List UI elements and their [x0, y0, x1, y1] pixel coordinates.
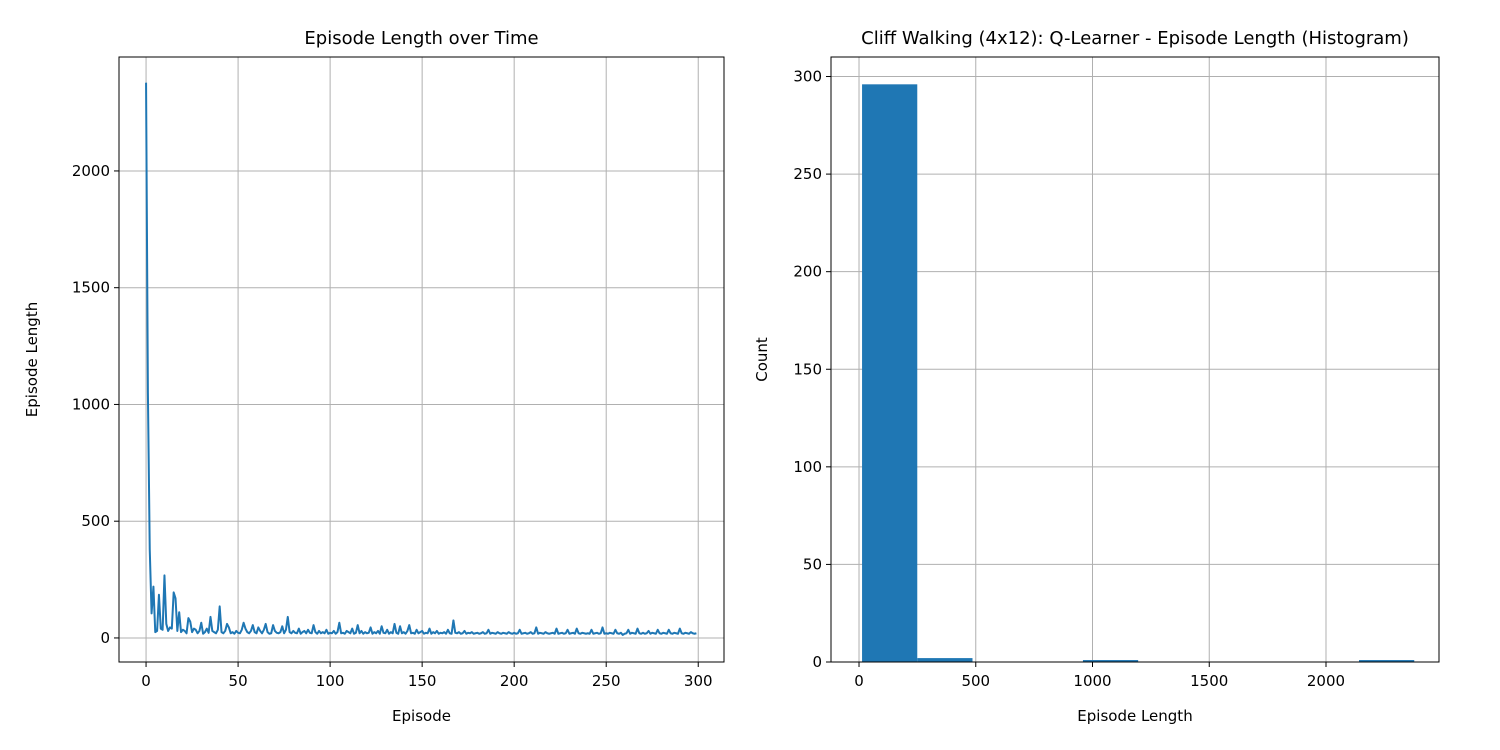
y-tick-label: 1500 [72, 279, 110, 297]
x-tick-label: 500 [961, 672, 990, 690]
y-tick-label: 0 [812, 653, 822, 671]
y-tick-label: 250 [793, 165, 822, 183]
y-tick-label: 2000 [72, 162, 110, 180]
x-tick-label: 150 [408, 672, 437, 690]
x-tick-label: 50 [229, 672, 248, 690]
line-series [145, 82, 697, 636]
axes-frame [118, 56, 725, 663]
chart-title: Cliff Walking (4x12): Q-Learner - Episod… [861, 28, 1409, 49]
x-tick-label: 250 [592, 672, 621, 690]
x-tick-label: 1500 [1190, 672, 1228, 690]
x-tick-label: 200 [500, 672, 529, 690]
histogram-bar [1082, 660, 1139, 662]
y-axis-label: Episode Length [23, 302, 41, 417]
histogram-bar [1359, 660, 1415, 662]
y-tick-label: 200 [793, 263, 822, 281]
subplot: 0 500 1000 1500 2000 0 50 100 150 200 250 300 Cliff … [753, 28, 1440, 725]
histogram-bar [917, 658, 973, 662]
y-tick-label: 150 [793, 360, 822, 378]
y-tick-label: 50 [803, 555, 822, 573]
axes-frame [830, 56, 1440, 663]
y-tick-label: 1000 [72, 395, 110, 413]
x-axis-label: Episode [392, 707, 451, 725]
y-tick-label: 500 [81, 512, 110, 530]
y-tick-label: 100 [793, 458, 822, 476]
x-tick-label: 1000 [1073, 672, 1111, 690]
x-axis-label: Episode Length [1077, 707, 1192, 725]
y-tick-label: 300 [793, 68, 822, 86]
y-tick-label: 0 [100, 629, 110, 647]
subplot: 0 50 100 150 200 250 300 0 500 1000 1500 2000 Episod… [23, 28, 725, 725]
chart-title: Episode Length over Time [304, 28, 538, 49]
x-tick-label: 0 [141, 672, 151, 690]
x-tick-label: 300 [684, 672, 713, 690]
histogram-bar [862, 84, 918, 663]
y-axis-label: Count [753, 337, 771, 382]
x-tick-label: 0 [854, 672, 864, 690]
x-tick-label: 2000 [1307, 672, 1345, 690]
x-tick-label: 100 [316, 672, 345, 690]
